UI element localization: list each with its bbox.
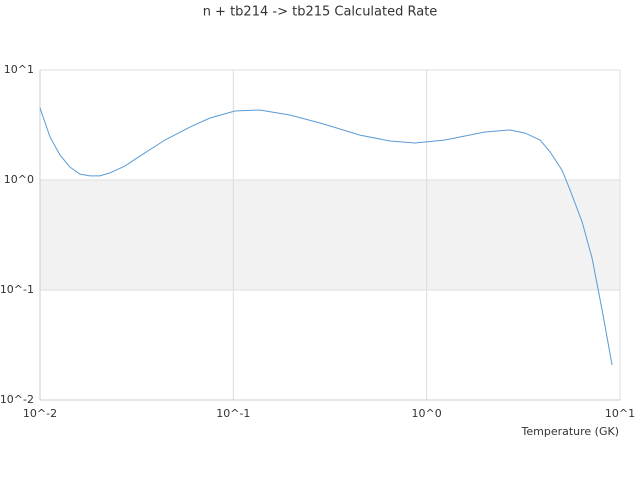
x-tick-label: 10^0 bbox=[412, 407, 442, 420]
x-axis-label: Temperature (GK) bbox=[521, 425, 620, 438]
y-tick-label: 10^-1 bbox=[0, 283, 34, 296]
chart-title: n + tb214 -> tb215 Calculated Rate bbox=[203, 5, 438, 20]
y-tick-label: 10^0 bbox=[4, 173, 34, 186]
grid bbox=[39, 69, 621, 401]
y-tick-label: 10^-2 bbox=[0, 393, 34, 406]
x-tick-label: 10^-1 bbox=[216, 407, 250, 420]
x-tick-label: 10^-2 bbox=[23, 407, 57, 420]
x-tick-label: 10^1 bbox=[605, 407, 635, 420]
grid-band bbox=[40, 180, 620, 290]
series-line bbox=[39, 107, 613, 366]
y-tick-label: 10^1 bbox=[4, 63, 34, 76]
